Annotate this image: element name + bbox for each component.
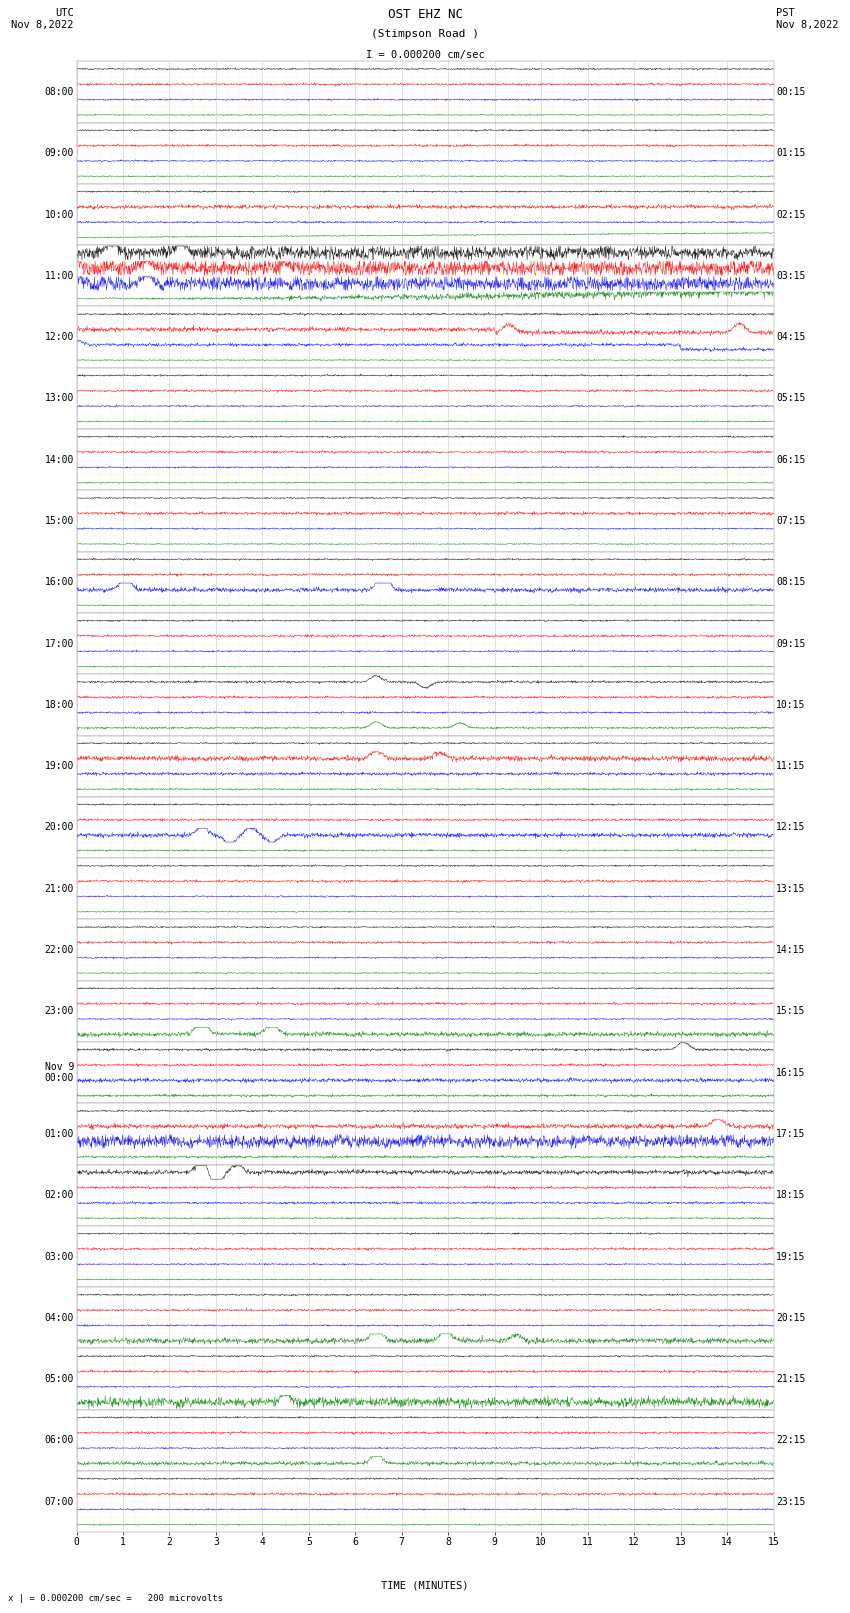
Text: (Stimpson Road ): (Stimpson Road ) [371,29,479,39]
Text: 15:15: 15:15 [776,1007,806,1016]
Text: 22:15: 22:15 [776,1436,806,1445]
Text: 18:00: 18:00 [44,700,74,710]
Text: 11:00: 11:00 [44,271,74,281]
Text: 20:00: 20:00 [44,823,74,832]
Text: 04:00: 04:00 [44,1313,74,1323]
Text: 15:00: 15:00 [44,516,74,526]
Text: 16:15: 16:15 [776,1068,806,1077]
Text: 09:15: 09:15 [776,639,806,648]
Text: Nov 9
00:00: Nov 9 00:00 [44,1061,74,1084]
Text: 03:15: 03:15 [776,271,806,281]
Text: 21:15: 21:15 [776,1374,806,1384]
Text: 23:00: 23:00 [44,1007,74,1016]
Text: 19:00: 19:00 [44,761,74,771]
Text: 00:15: 00:15 [776,87,806,97]
Text: 13:00: 13:00 [44,394,74,403]
Text: 12:00: 12:00 [44,332,74,342]
Text: 11:15: 11:15 [776,761,806,771]
Text: 21:00: 21:00 [44,884,74,894]
Text: 06:00: 06:00 [44,1436,74,1445]
Text: 01:15: 01:15 [776,148,806,158]
Text: 05:15: 05:15 [776,394,806,403]
Text: 02:15: 02:15 [776,210,806,219]
Text: 14:15: 14:15 [776,945,806,955]
Text: 17:00: 17:00 [44,639,74,648]
Text: 22:00: 22:00 [44,945,74,955]
Text: 19:15: 19:15 [776,1252,806,1261]
Text: 04:15: 04:15 [776,332,806,342]
Text: 16:00: 16:00 [44,577,74,587]
Text: 08:15: 08:15 [776,577,806,587]
Text: 05:00: 05:00 [44,1374,74,1384]
Text: 09:00: 09:00 [44,148,74,158]
Text: 12:15: 12:15 [776,823,806,832]
Text: 14:00: 14:00 [44,455,74,465]
Text: 20:15: 20:15 [776,1313,806,1323]
Text: 02:00: 02:00 [44,1190,74,1200]
Text: 13:15: 13:15 [776,884,806,894]
Text: UTC
Nov 8,2022: UTC Nov 8,2022 [11,8,74,29]
Text: I = 0.000200 cm/sec: I = 0.000200 cm/sec [366,50,484,60]
Text: 23:15: 23:15 [776,1497,806,1507]
Text: 07:00: 07:00 [44,1497,74,1507]
Text: PST
Nov 8,2022: PST Nov 8,2022 [776,8,839,29]
Text: 18:15: 18:15 [776,1190,806,1200]
Text: 07:15: 07:15 [776,516,806,526]
Text: 01:00: 01:00 [44,1129,74,1139]
Text: 03:00: 03:00 [44,1252,74,1261]
Text: OST EHZ NC: OST EHZ NC [388,8,462,21]
Text: 10:15: 10:15 [776,700,806,710]
Text: 17:15: 17:15 [776,1129,806,1139]
Text: TIME (MINUTES): TIME (MINUTES) [382,1581,468,1590]
Text: x | = 0.000200 cm/sec =   200 microvolts: x | = 0.000200 cm/sec = 200 microvolts [8,1594,224,1603]
Text: 10:00: 10:00 [44,210,74,219]
Text: 06:15: 06:15 [776,455,806,465]
Text: 08:00: 08:00 [44,87,74,97]
